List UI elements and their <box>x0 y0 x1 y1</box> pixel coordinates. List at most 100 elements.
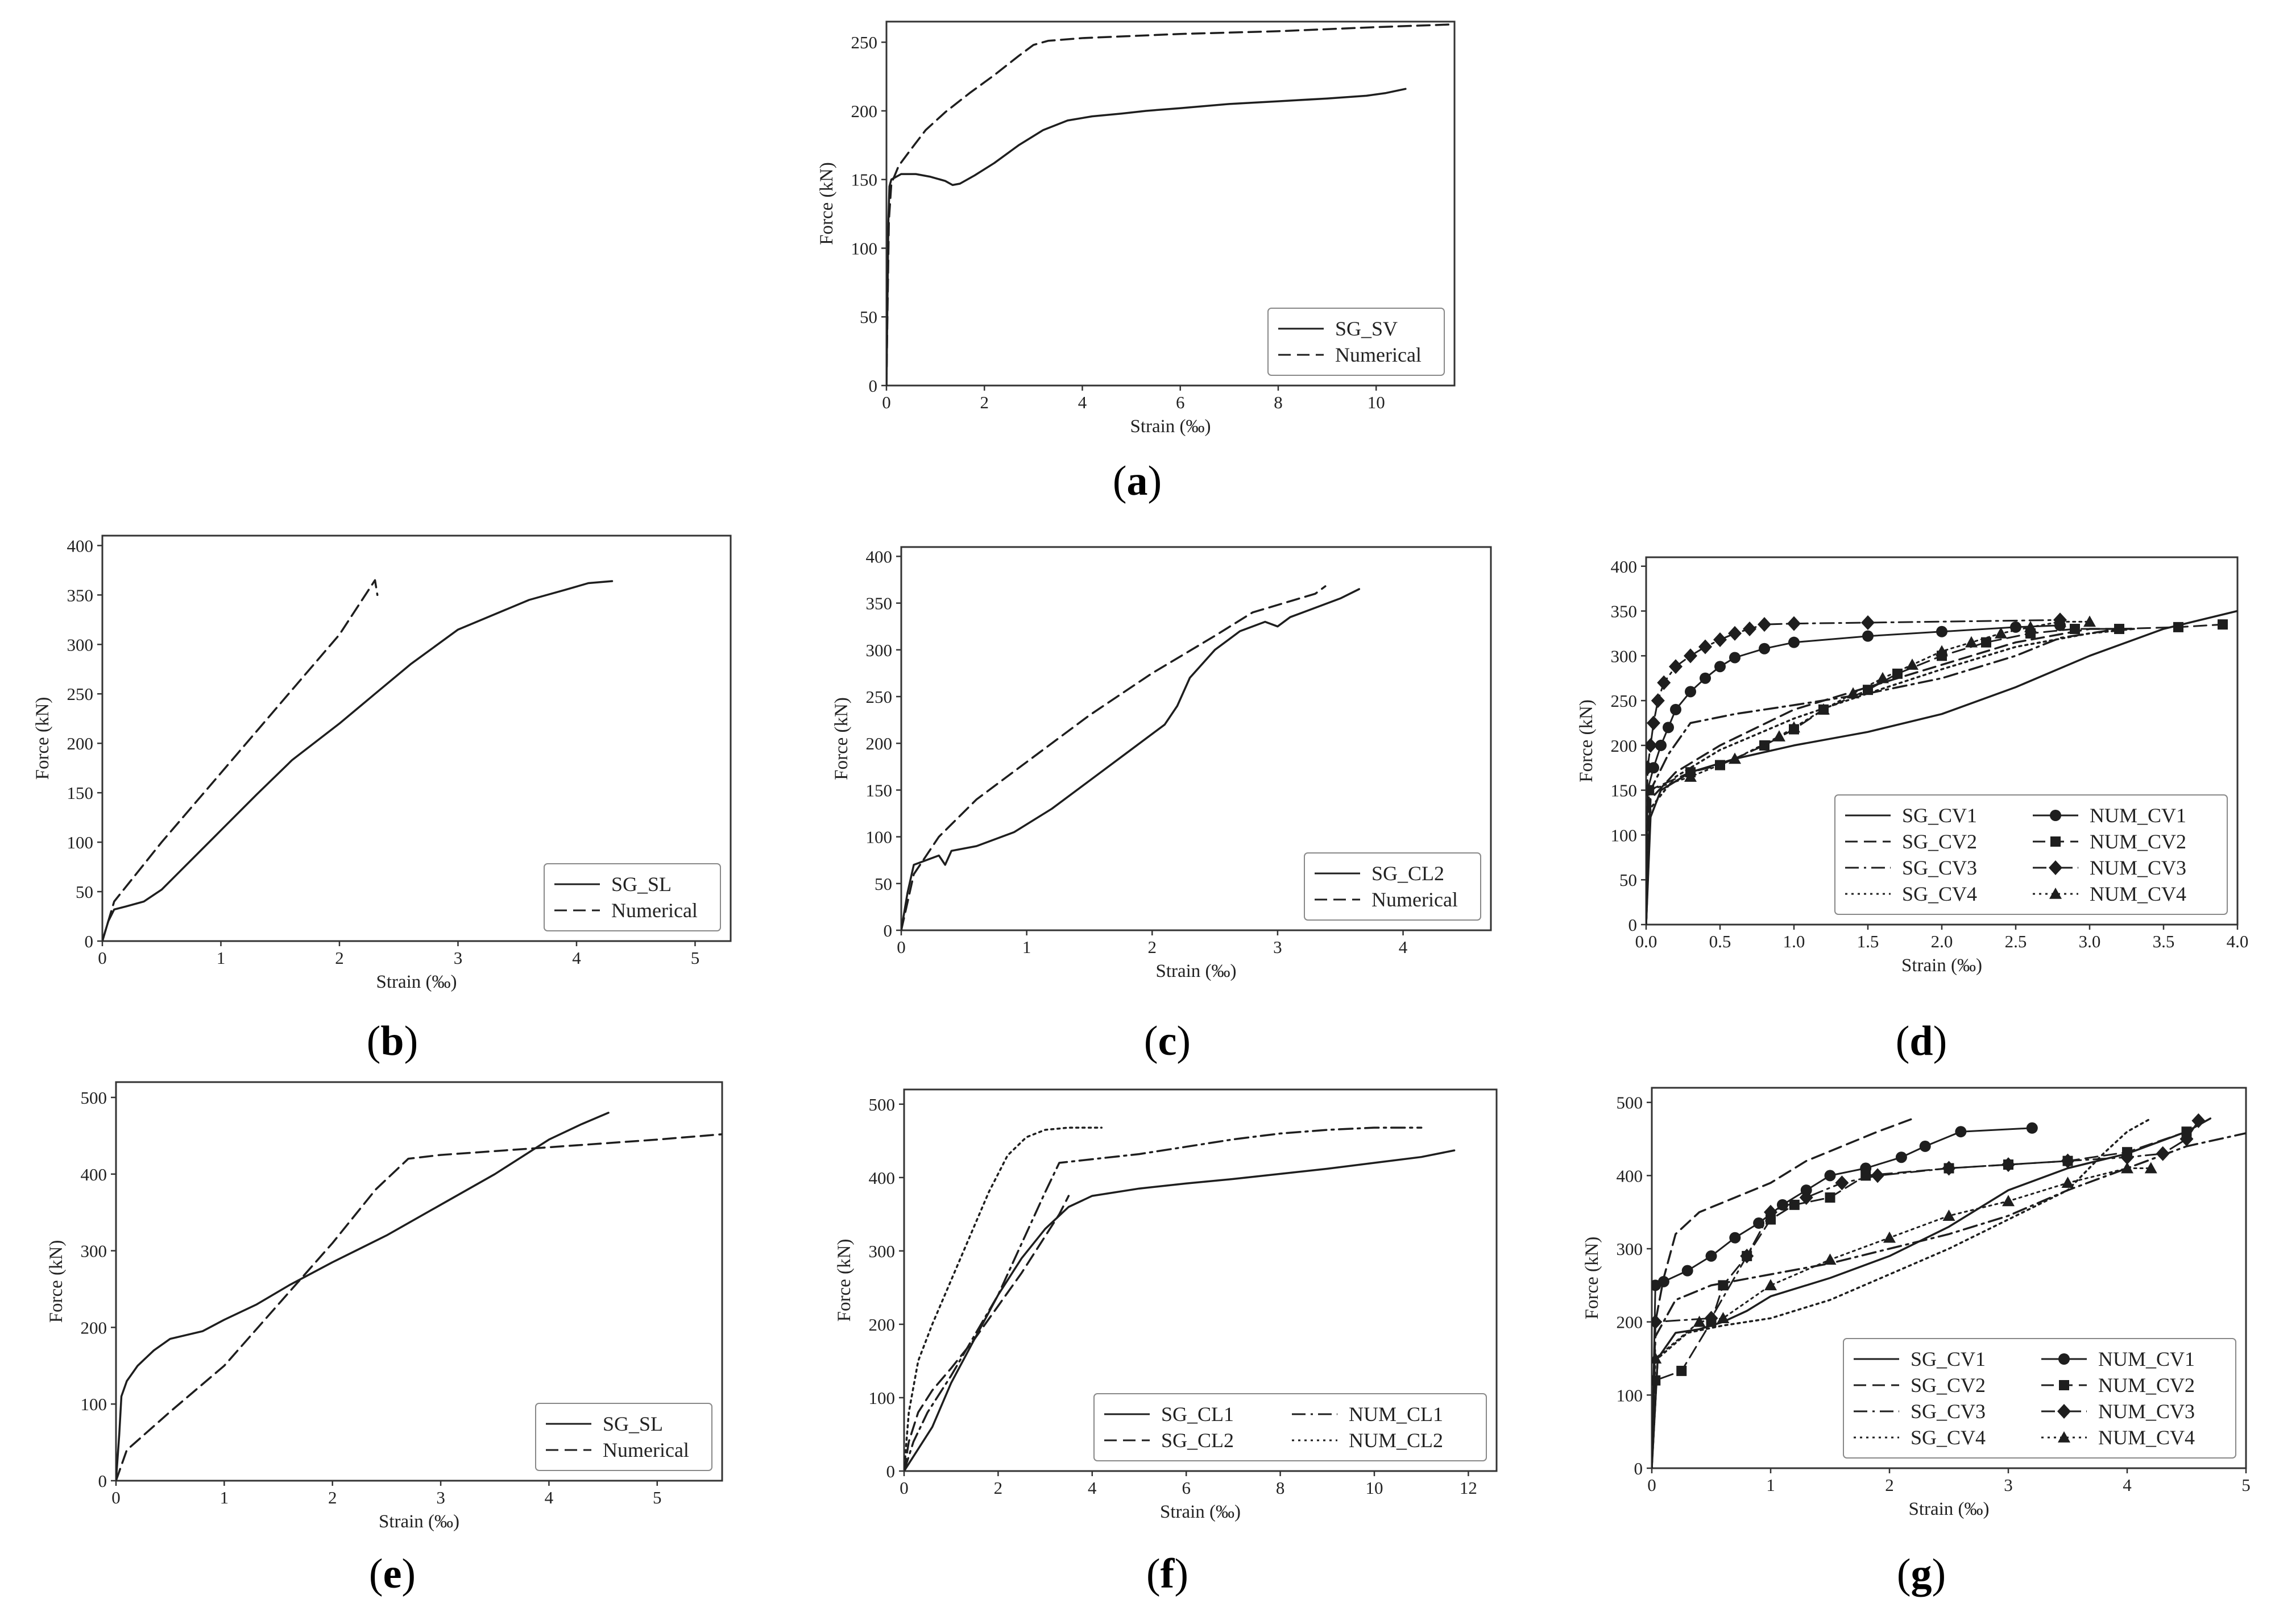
x-tick-label: 8 <box>1274 392 1283 412</box>
y-tick-label: 300 <box>866 640 893 660</box>
data-point <box>1684 770 1697 782</box>
data-point <box>1655 739 1667 751</box>
data-point <box>1824 1253 1837 1265</box>
legend-box <box>1304 852 1481 921</box>
caption-e: (e) <box>369 1551 416 1597</box>
y-tick-label: 100 <box>869 1388 896 1408</box>
data-point <box>1835 1175 1849 1191</box>
legend: SG_SV Numerical <box>1267 308 1445 376</box>
x-tick-label: 2 <box>328 1488 337 1507</box>
data-point <box>2120 1150 2134 1165</box>
y-tick-label: 150 <box>1611 781 1638 801</box>
x-axis-label: Strain (‰) <box>1155 961 1236 981</box>
data-point <box>1789 1199 1800 1210</box>
y-tick-label: 50 <box>76 882 93 902</box>
x-tick-label: 1 <box>1766 1475 1775 1495</box>
x-tick-label: 3.0 <box>2079 931 2101 951</box>
data-point <box>2001 1157 2015 1173</box>
y-tick-label: 100 <box>866 827 893 847</box>
legend-marker <box>2058 1353 2070 1365</box>
data-point <box>1669 659 1683 674</box>
x-axis-label: Strain (‰) <box>1130 416 1211 437</box>
data-point <box>1936 645 1948 657</box>
x-tick-label: 10 <box>1368 392 1385 412</box>
y-tick-label: 500 <box>1617 1093 1643 1113</box>
plot-frame <box>101 535 732 942</box>
data-point <box>1704 1311 1718 1326</box>
data-point <box>2083 615 2096 627</box>
data-point <box>2121 1162 2133 1174</box>
series-line-sg-cv3 <box>1646 628 2120 925</box>
y-tick-label: 150 <box>67 783 94 803</box>
y-tick-label: 400 <box>67 536 94 556</box>
data-point <box>1705 1250 1717 1262</box>
data-point <box>1764 1279 1777 1291</box>
legend: SG_CL1 SG_CL2 NUM_CL1 NUM_CL2 <box>1093 1393 1487 1461</box>
data-point <box>1955 1126 1967 1138</box>
series-line-sg-cv2 <box>1652 1117 1915 1468</box>
data-point <box>2144 1162 2157 1174</box>
series-line-num-cv4 <box>1646 620 2091 925</box>
y-tick-label: 0 <box>886 1461 896 1481</box>
data-point <box>1825 1192 1835 1203</box>
y-tick-label: 0 <box>98 1471 107 1491</box>
series-line-num-cv2 <box>1646 623 2224 925</box>
plot-frame <box>900 546 1492 931</box>
legend-label: SG_CV1 <box>1911 1348 1986 1370</box>
x-tick-label: 2.0 <box>1931 931 1953 951</box>
caption-c: (c) <box>1144 1018 1191 1064</box>
data-point <box>1729 1232 1741 1244</box>
data-point <box>1652 1352 1662 1364</box>
y-axis-label: Force (kN) <box>1582 1237 1602 1320</box>
y-tick-label: 100 <box>1617 1385 1643 1405</box>
data-point <box>1729 752 1741 764</box>
x-tick-label: 6 <box>1182 1478 1191 1498</box>
y-tick-label: 200 <box>1611 736 1638 756</box>
data-point <box>1698 639 1712 654</box>
y-tick-label: 200 <box>851 101 878 121</box>
y-tick-label: 250 <box>67 684 94 704</box>
series-line-sg-cl2 <box>904 1195 1070 1471</box>
y-tick-label: 100 <box>67 832 94 852</box>
data-point <box>1817 703 1830 715</box>
y-tick-label: 0 <box>1628 915 1638 935</box>
data-point <box>1906 658 1918 670</box>
data-point <box>2061 1176 2074 1188</box>
y-tick-label: 50 <box>1619 870 1637 890</box>
y-axis-label: Force (kN) <box>1576 699 1597 782</box>
data-point <box>1646 760 1655 776</box>
series-group <box>116 1112 722 1481</box>
data-point <box>1676 1365 1687 1376</box>
data-point <box>1714 661 1726 673</box>
x-tick-label: 1.5 <box>1857 931 1879 951</box>
y-tick-label: 500 <box>869 1095 896 1115</box>
y-tick-label: 200 <box>81 1318 107 1337</box>
series-line-num-cl2 <box>904 1126 1103 1471</box>
data-point <box>1670 703 1681 715</box>
data-point <box>1646 738 1657 753</box>
y-tick-label: 200 <box>1617 1312 1643 1332</box>
x-tick-label: 4 <box>1088 1478 1097 1498</box>
y-tick-label: 350 <box>67 585 94 605</box>
legend-marker <box>2058 1431 2070 1443</box>
y-tick-label: 250 <box>866 687 893 707</box>
legend-label: NUM_CV4 <box>2098 1426 2195 1449</box>
legend-label: SG_SL <box>611 873 672 896</box>
y-axis-label: Force (kN) <box>831 697 852 780</box>
data-point <box>1936 625 1947 637</box>
legend: SG_CV1 SG_CV2 SG_CV3 SG_CV4 NUM_CV1 NUM_CV2 NU… <box>1843 1338 2236 1459</box>
data-point <box>1847 687 1859 699</box>
y-tick-label: 50 <box>860 307 877 327</box>
y-tick-label: 400 <box>869 1168 896 1188</box>
data-point <box>1787 616 1801 631</box>
data-point <box>2179 1132 2194 1147</box>
series-line-numerical <box>901 585 1327 930</box>
series-line-sg-sl <box>116 1112 610 1481</box>
series-line-numerical <box>886 23 1454 386</box>
data-point <box>1965 636 1978 648</box>
legend-box <box>1834 794 2228 915</box>
series-group <box>904 1126 1456 1471</box>
